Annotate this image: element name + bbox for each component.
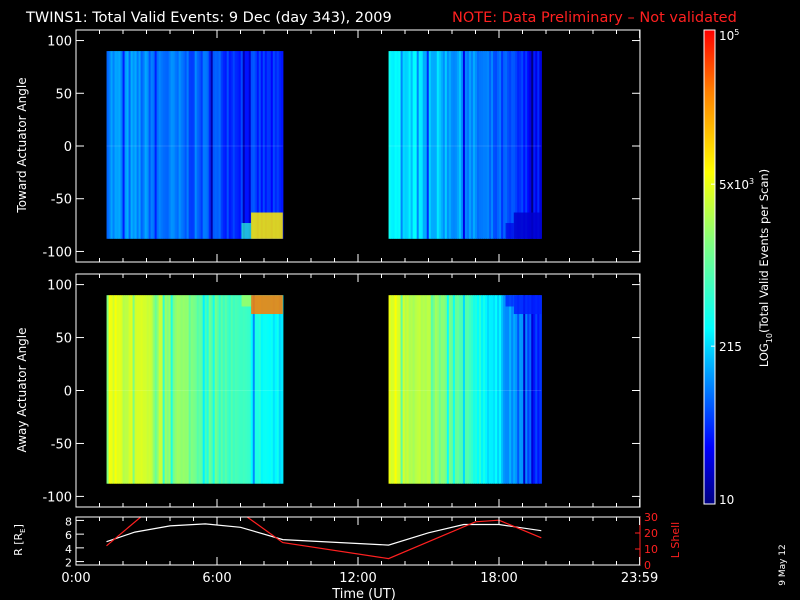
colorbar-tick-label: 105 xyxy=(719,28,739,43)
radius-line xyxy=(106,523,542,546)
colorbar-tick-label: 5x103 xyxy=(719,177,754,192)
lshell-tick-label: 10 xyxy=(644,543,658,556)
away-ytick-label: -50 xyxy=(51,437,72,452)
toward-segment-2 xyxy=(388,51,542,239)
away-segment-2 xyxy=(388,295,542,484)
x-tick-label: 18:00 xyxy=(480,571,517,586)
colorbar-scale xyxy=(703,29,716,505)
lshell-label: L Shell xyxy=(669,522,682,558)
toward-ytick-label: 0 xyxy=(64,140,72,155)
lshell-tick-label: 0 xyxy=(644,559,651,572)
colorbar-tick-label: 10 xyxy=(719,493,734,507)
lshell-line xyxy=(106,517,542,560)
x-tick-label: 12:00 xyxy=(339,571,376,586)
colorbar: 105 5x103 215 10 LOG10(Total Valid Events p… xyxy=(703,28,774,507)
orbit-ytick-label: 6 xyxy=(65,529,72,542)
toward-ytick-label: -50 xyxy=(51,193,72,208)
away-ytick-label: 0 xyxy=(64,385,72,400)
lshell-tick-label: 30 xyxy=(644,511,658,524)
orbit-ytick-label: 8 xyxy=(65,515,72,528)
away-ytick-label: 50 xyxy=(55,332,72,347)
toward-segment-1 xyxy=(106,51,284,239)
lshell-tick-label: 20 xyxy=(644,527,658,540)
x-axis-label: Time (UT) xyxy=(331,587,396,600)
orbit-ytick-label: 2 xyxy=(65,557,72,570)
away-panel: 100 50 0 -50 -100 xyxy=(42,273,641,508)
x-tick-labels: 0:00 6:00 12:00 18:00 23:59 xyxy=(61,571,658,586)
toward-ytick-label: 100 xyxy=(47,35,72,50)
toward-panel: 100 50 0 -50 -100 xyxy=(42,29,641,263)
preliminary-note: NOTE: Data Preliminary – Not validated xyxy=(452,10,737,26)
x-tick-label: 6:00 xyxy=(202,571,231,586)
x-tick-label: 23:59 xyxy=(621,571,658,586)
away-ytick-label: -100 xyxy=(42,490,72,505)
orbit-ytick-label: 4 xyxy=(65,543,72,556)
colorbar-label: LOG10(Total Valid Events per Scan) xyxy=(757,169,774,367)
generation-date: 9 May 12 xyxy=(778,544,788,586)
away-ylabel: Away Actuator Angle xyxy=(15,327,29,452)
away-segment-1 xyxy=(106,295,284,484)
orbit-ylabel: R [RE] xyxy=(12,524,27,556)
toward-ytick-label: -100 xyxy=(42,245,72,260)
colorbar-ticks: 105 5x103 215 10 xyxy=(711,28,754,507)
x-tick-label: 0:00 xyxy=(61,571,90,586)
toward-ylabel: Toward Actuator Angle xyxy=(15,77,29,213)
toward-ytick-label: 50 xyxy=(55,87,72,102)
chart-title: TWINS1: Total Valid Events: 9 Dec (day 3… xyxy=(25,10,392,26)
colorbar-tick-label: 215 xyxy=(719,340,742,354)
away-ytick-label: 100 xyxy=(47,279,72,294)
